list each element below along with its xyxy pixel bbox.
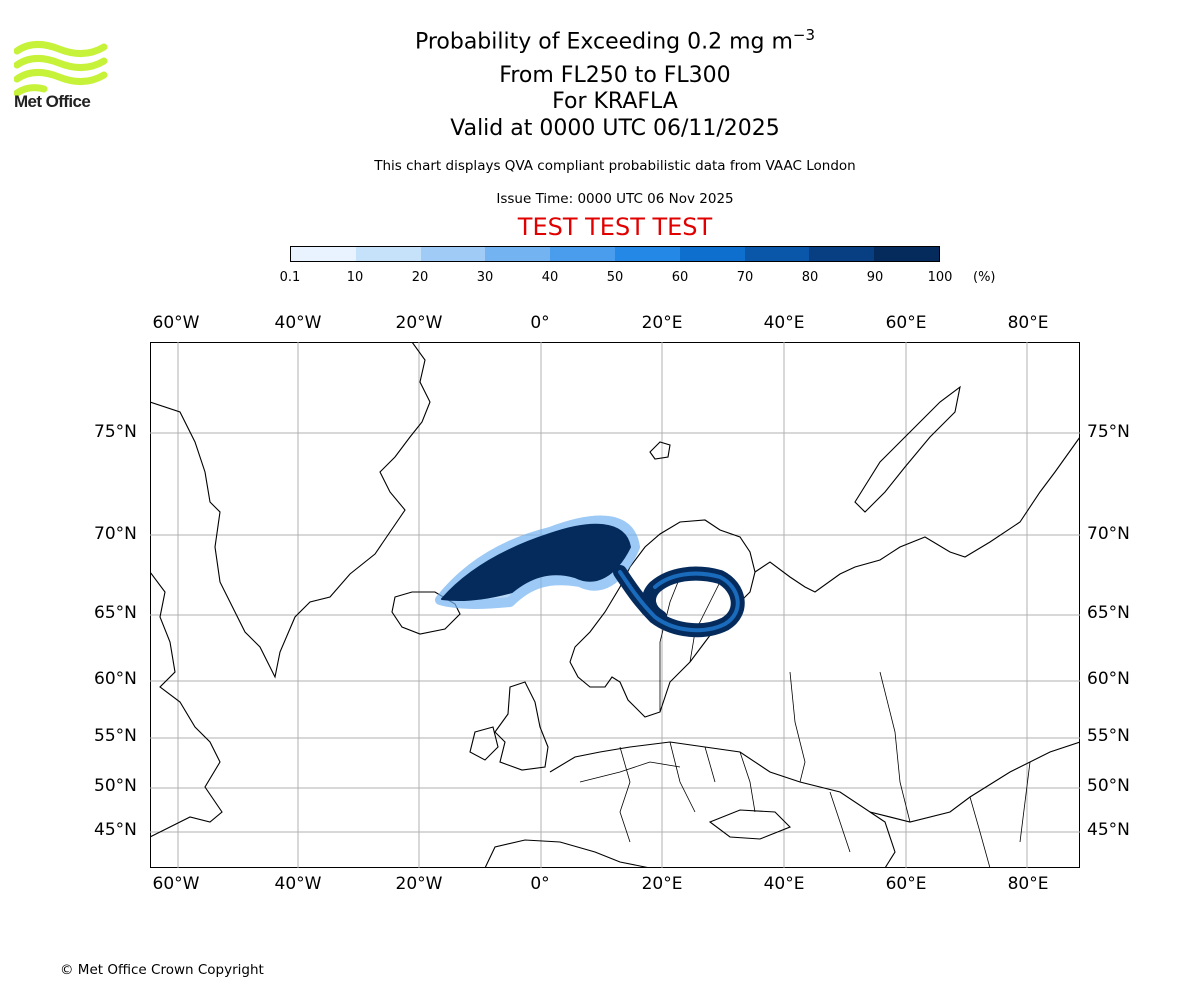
- latitude-label: 75°N: [94, 422, 137, 442]
- longitude-label: 40°E: [763, 313, 805, 333]
- colorbar-tick-label: 50: [606, 270, 624, 285]
- colorbar-tick-label: 70: [736, 270, 754, 285]
- latitude-label: 65°N: [94, 603, 137, 623]
- latitude-label: 60°N: [94, 669, 137, 689]
- colorbar-tick-label: 60: [671, 270, 689, 285]
- iceland-coast: [391, 591, 461, 635]
- logo-wave-4: [14, 84, 48, 97]
- latitude-label: 55°N: [1087, 726, 1130, 746]
- longitude-label: 80°E: [1007, 874, 1049, 894]
- colorbar-tick-label: 0.1: [279, 270, 301, 285]
- copyright: © Met Office Crown Copyright: [60, 962, 264, 978]
- map: [150, 342, 1080, 868]
- colorbar-segment: [874, 247, 939, 261]
- met-office-logo: [14, 41, 108, 97]
- colorbar-tick-label: 100: [927, 270, 953, 285]
- greenland-coast: [150, 342, 431, 679]
- longitude-label: 0°: [530, 313, 550, 333]
- subtitle: This chart displays QVA compliant probab…: [374, 158, 856, 174]
- longitude-label: 20°E: [641, 313, 683, 333]
- latitude-label: 45°N: [1087, 820, 1130, 840]
- novaya-zemlya: [854, 385, 961, 513]
- longitude-label: 40°W: [274, 313, 322, 333]
- logo-wave-1: [14, 41, 108, 57]
- british-isles: [494, 681, 549, 771]
- longitude-label: 20°W: [395, 313, 443, 333]
- colorbar-segment: [744, 247, 810, 261]
- svalbard-coast: [649, 441, 671, 460]
- flight-level-range: From FL250 to FL300: [499, 63, 731, 88]
- longitude-label: 60°E: [885, 874, 927, 894]
- longitude-label: 20°E: [641, 874, 683, 894]
- colorbar-segment: [485, 247, 551, 261]
- latitude-label: 50°N: [94, 776, 137, 796]
- colorbar-segment: [420, 247, 486, 261]
- valid-time: Valid at 0000 UTC 06/11/2025: [450, 116, 780, 141]
- longitude-label: 80°E: [1007, 313, 1049, 333]
- colorbar-segment: [809, 247, 875, 261]
- logo-text: Met Office: [14, 92, 91, 111]
- latitude-label: 45°N: [94, 820, 137, 840]
- test-banner: TEST TEST TEST: [517, 213, 713, 241]
- country-borders: [579, 576, 1031, 868]
- colorbar-segment: [291, 247, 356, 261]
- colorbar-tick-label: 30: [476, 270, 494, 285]
- volcano-name: For KRAFLA: [552, 89, 678, 114]
- longitude-label: 20°W: [395, 874, 443, 894]
- colorbar-segment: [355, 247, 421, 261]
- colorbar-tick-label: 20: [411, 270, 429, 285]
- logo-wave-3: [14, 69, 108, 85]
- mediterranean: [484, 839, 651, 868]
- colorbar-segment: [679, 247, 745, 261]
- caspian: [869, 811, 896, 868]
- ash-plume: [435, 515, 745, 638]
- map-frame: [150, 342, 1080, 868]
- russia-north-coast: [754, 436, 1080, 593]
- colorbar-segment: [550, 247, 615, 261]
- plume-core-west: [441, 523, 631, 602]
- logo-wave-2: [14, 55, 108, 71]
- latitude-label: 65°N: [1087, 603, 1130, 623]
- longitude-label: 40°E: [763, 874, 805, 894]
- longitude-label: 0°: [530, 874, 550, 894]
- longitude-label: 60°W: [152, 313, 200, 333]
- canada-coast: [150, 571, 223, 838]
- latitude-label: 55°N: [94, 726, 137, 746]
- colorbar-unit: (%): [973, 270, 996, 285]
- longitude-label: 60°W: [152, 874, 200, 894]
- colorbar: [290, 246, 940, 262]
- plume-arc-edge: [618, 570, 740, 633]
- colorbar-tick-label: 80: [801, 270, 819, 285]
- longitude-label: 60°E: [885, 313, 927, 333]
- latitude-label: 50°N: [1087, 776, 1130, 796]
- colorbar-segment: [614, 247, 680, 261]
- latitude-label: 75°N: [1087, 422, 1130, 442]
- latitude-label: 60°N: [1087, 669, 1130, 689]
- longitude-label: 40°W: [274, 874, 322, 894]
- colorbar-tick-label: 40: [541, 270, 559, 285]
- ireland: [469, 726, 499, 761]
- chart-title: Probability of Exceeding 0.2 mg m−3: [414, 26, 816, 55]
- colorbar-tick-label: 10: [346, 270, 364, 285]
- latitude-label: 70°N: [1087, 524, 1130, 544]
- issue-time: Issue Time: 0000 UTC 06 Nov 2025: [496, 191, 734, 207]
- latitude-label: 70°N: [94, 524, 137, 544]
- graticule: [150, 342, 1080, 868]
- colorbar-tick-label: 90: [866, 270, 884, 285]
- black-sea: [708, 809, 791, 840]
